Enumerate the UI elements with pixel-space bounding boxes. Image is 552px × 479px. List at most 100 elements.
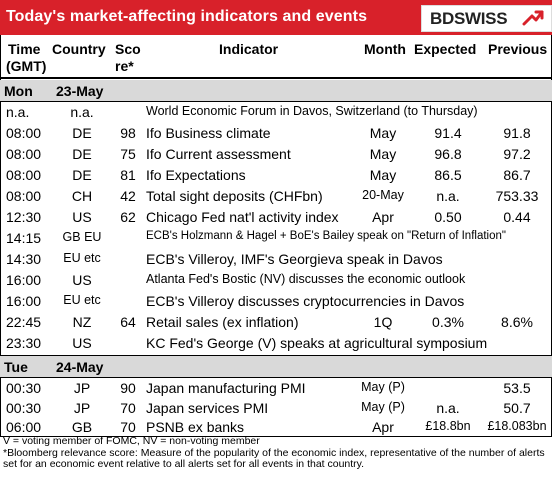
row-score: 90	[120, 380, 136, 396]
brand-logo: BDSWISS	[421, 5, 552, 32]
col-score-line2: re*	[115, 58, 134, 74]
section-date: 24-May	[56, 359, 104, 375]
row-time: n.a.	[6, 104, 30, 120]
row-country: GB EU	[62, 230, 102, 244]
row-previous: 0.44	[503, 209, 531, 225]
col-score-line1: Sco	[115, 41, 141, 57]
section-header-tue: Tue 24-May	[0, 356, 552, 377]
row-time: 08:00	[6, 167, 42, 183]
table-row: n.a. n.a. World Economic Forum in Davos, S…	[0, 102, 552, 123]
row-time: 08:00	[6, 125, 42, 141]
row-month: May	[369, 146, 397, 162]
table-row: 00:30 JP 70 Japan services PMI May (P) n.a. 50…	[0, 398, 552, 419]
row-score: 70	[120, 399, 136, 416]
section-day: Tue	[4, 359, 28, 375]
table-row: 22:45 NZ 64 Retail sales (ex inflation) 1Q 0.…	[0, 312, 552, 333]
table-bottom-border	[0, 436, 552, 437]
row-country: JP	[73, 380, 91, 396]
footnotes: V = voting member of FOMC, NV = non-voti…	[3, 435, 551, 471]
row-expected: £18.8bn	[425, 419, 471, 433]
footnote-voting: V = voting member of FOMC, NV = non-voti…	[3, 435, 260, 447]
table-row: 14:15 GB EU ECB's Holzmann & Hagel + BoE's…	[0, 228, 552, 249]
col-indicator: Indicator	[219, 41, 279, 57]
table-left-border	[0, 35, 1, 437]
row-indicator: Total sight deposits (CHFbn)	[146, 188, 323, 204]
footnote-score: *Bloomberg relevance score: Measure of t…	[3, 446, 545, 470]
row-country: NZ	[72, 314, 92, 330]
row-previous: 50.7	[503, 399, 531, 416]
row-time: 14:30	[6, 251, 42, 267]
row-country: CH	[71, 188, 93, 204]
row-month: Apr	[372, 419, 394, 435]
row-time: 06:00	[6, 419, 42, 435]
row-country: JP	[73, 399, 91, 416]
section-date: 23-May	[56, 83, 104, 99]
row-score: 98	[120, 125, 136, 141]
row-expected: 91.4	[434, 125, 462, 141]
section-divider	[0, 101, 552, 102]
row-time: 14:15	[6, 230, 42, 246]
row-time: 08:00	[6, 188, 42, 204]
col-time-line1: Time	[8, 41, 41, 57]
section-divider	[0, 355, 552, 356]
row-indicator: ECB's Villeroy, IMF's Georgieva speak in…	[146, 251, 443, 267]
row-indicator: Chicago Fed nat'l activity index	[146, 209, 339, 225]
col-country: Country	[52, 41, 106, 57]
table-row: 08:00 DE 98 Ifo Business climate May 91.4 91.8	[0, 123, 552, 144]
row-time: 08:00	[6, 146, 42, 162]
row-previous: 97.2	[503, 146, 531, 162]
row-month: 1Q	[373, 314, 393, 330]
page-title: Today's market-affecting indicators and …	[6, 8, 368, 25]
logo-arrow-icon	[522, 10, 544, 26]
logo-text: BDSWISS	[430, 9, 508, 28]
table-row: 23:30 US KC Fed's George (V) speaks at agr…	[0, 333, 552, 354]
table-row: 08:00 DE 81 Ifo Expectations May 86.5 86.7	[0, 165, 552, 186]
row-expected: 0.50	[434, 209, 462, 225]
table-row: 08:00 CH 42 Total sight deposits (CHFbn) 20-…	[0, 186, 552, 207]
row-indicator: ECB's Holzmann & Hagel + BoE's Bailey sp…	[146, 230, 506, 242]
row-country: n.a.	[70, 104, 94, 120]
row-expected: 86.5	[434, 167, 462, 183]
row-country: DE	[72, 167, 92, 183]
row-country: US	[72, 335, 92, 351]
row-country: EU etc	[63, 293, 101, 307]
col-month: Month	[364, 41, 406, 57]
section-divider	[0, 377, 552, 378]
row-score: 64	[120, 314, 136, 330]
row-indicator: ECB's Villeroy discusses cryptocurrencie…	[146, 293, 465, 309]
row-indicator: Japan services PMI	[146, 399, 269, 416]
row-indicator: Atlanta Fed's Bostic (NV) discusses the …	[146, 272, 466, 286]
row-time: 12:30	[6, 209, 42, 225]
row-expected: n.a.	[436, 188, 460, 204]
row-indicator: Japan manufacturing PMI	[146, 380, 306, 396]
table-row: 16:00 EU etc ECB's Villeroy discusses cryp…	[0, 291, 552, 312]
row-previous: 91.8	[503, 125, 531, 141]
row-score: 70	[120, 419, 136, 435]
row-month: May (P)	[361, 380, 405, 394]
row-country: US	[72, 272, 92, 288]
table-row: 16:00 US Atlanta Fed's Bostic (NV) discuss…	[0, 270, 552, 291]
row-time: 16:00	[6, 272, 42, 288]
row-score: 75	[120, 146, 136, 162]
col-expected: Expected	[414, 41, 477, 57]
col-time-line2: (GMT)	[6, 58, 47, 74]
row-previous: 753.33	[495, 188, 539, 204]
row-time: 00:30	[6, 380, 42, 396]
row-score: 81	[120, 167, 136, 183]
row-indicator: Retail sales (ex inflation)	[146, 314, 299, 330]
row-expected: 0.3%	[432, 314, 464, 330]
row-indicator: PSNB ex banks	[146, 419, 245, 435]
row-country: DE	[72, 146, 92, 162]
row-country: GB	[71, 419, 93, 435]
section-header-mon: Mon 23-May	[0, 80, 552, 101]
row-country: EU etc	[63, 251, 101, 265]
row-time: 22:45	[6, 314, 42, 330]
row-score: 42	[120, 188, 136, 204]
row-country: DE	[72, 125, 92, 141]
row-month: May	[369, 125, 397, 141]
row-previous: £18.083bn	[487, 419, 547, 433]
row-score: 62	[120, 209, 136, 225]
table-row: 00:30 JP 90 Japan manufacturing PMI May (P) 5…	[0, 378, 552, 399]
row-month: May (P)	[361, 399, 405, 414]
table-row: 12:30 US 62 Chicago Fed nat'l activity inde…	[0, 207, 552, 228]
